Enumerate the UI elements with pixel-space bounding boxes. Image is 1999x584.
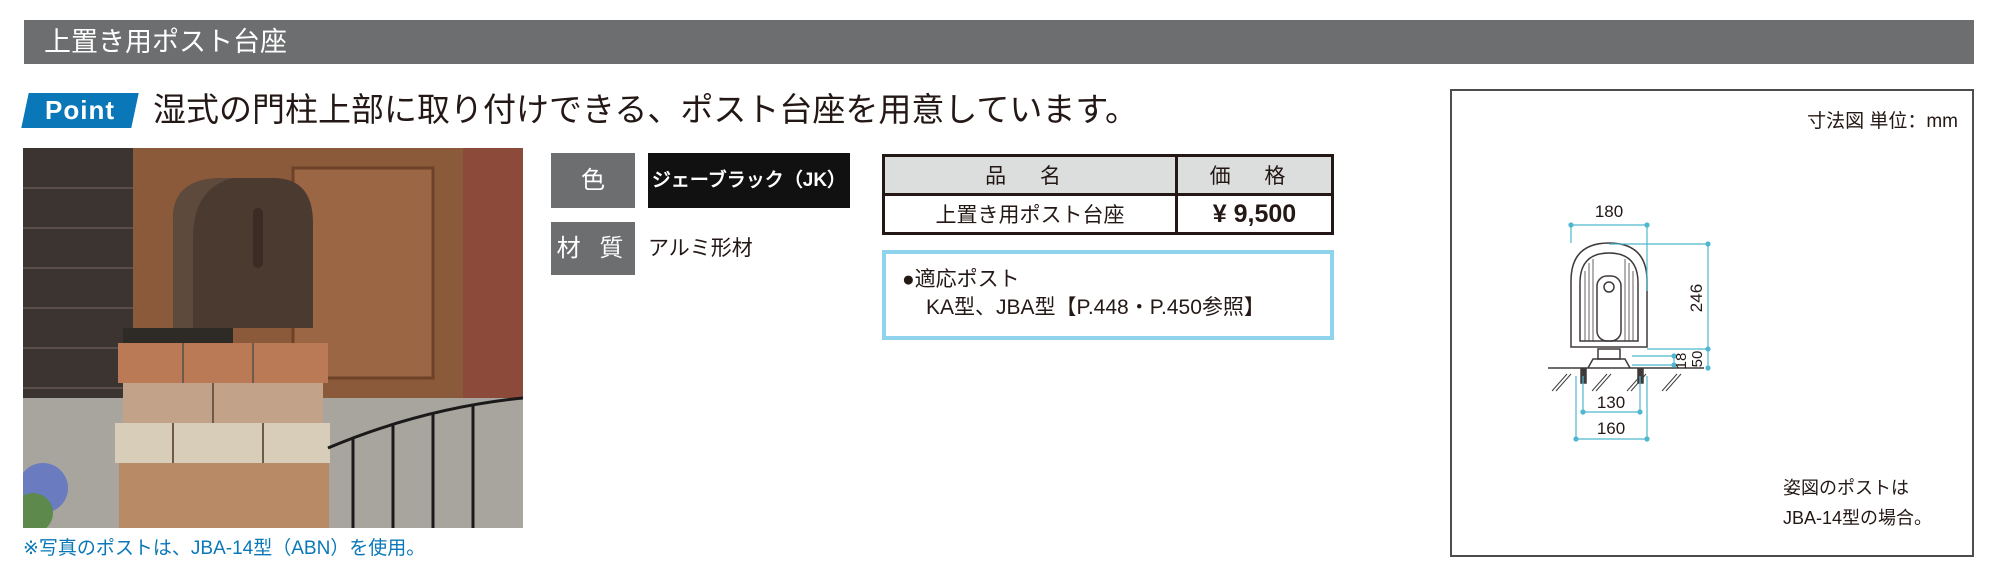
table-row: 上置き用ポスト台座 ¥ 9,500 [882,193,1334,235]
dimension-diagram: 寸法図 単位：mm 180 246 [1450,89,1974,557]
compatible-posts-title: ●適応ポスト [902,268,1020,291]
product-photo [23,148,523,528]
point-badge-label: Point [45,95,115,125]
dim-18: 18 [1673,353,1690,370]
product-name: 上置き用ポスト台座 [882,193,1178,235]
material-label: 材 質 [551,222,635,275]
compatible-posts-box: ●適応ポスト KA型、JBA型【P.448・P.450参照】 [882,250,1334,340]
product-photo-illustration [23,148,523,528]
diagram-note-line2: JBA-14型の場合。 [1783,508,1932,528]
color-label: 色 [551,153,635,208]
dimension-lines [1568,222,1711,442]
dim-180: 180 [1595,202,1623,221]
diagram-note-line1: 姿図のポストは [1783,478,1909,498]
section-header: 上置き用ポスト台座 [24,20,1974,64]
mailbox-drawing [1548,242,1704,392]
dim-160: 160 [1597,419,1625,438]
point-text: 湿式の門柱上部に取り付けできる、ポスト台座を用意しています。 [153,91,1139,128]
product-price: ¥ 9,500 [1175,193,1334,235]
header-price: 価 格 [1175,154,1334,196]
dim-130: 130 [1597,393,1625,412]
photo-caption: ※写真のポストは、JBA-14型（ABN）を使用。 [23,538,426,559]
color-value: ジェーブラック（JK） [648,153,850,208]
price-table: 品 名 価 格 上置き用ポスト台座 ¥ 9,500 [882,154,1334,235]
header-product-name: 品 名 [882,154,1178,196]
compatible-posts-text: KA型、JBA型【P.448・P.450参照】 [926,296,1265,319]
point-badge: Point [21,93,139,128]
table-header-row: 品 名 価 格 [882,154,1334,196]
dim-50: 50 [1689,351,1706,368]
material-value: アルミ形材 [648,237,753,260]
dim-246: 246 [1687,284,1706,312]
diagram-title: 寸法図 単位：mm [1807,110,1958,132]
